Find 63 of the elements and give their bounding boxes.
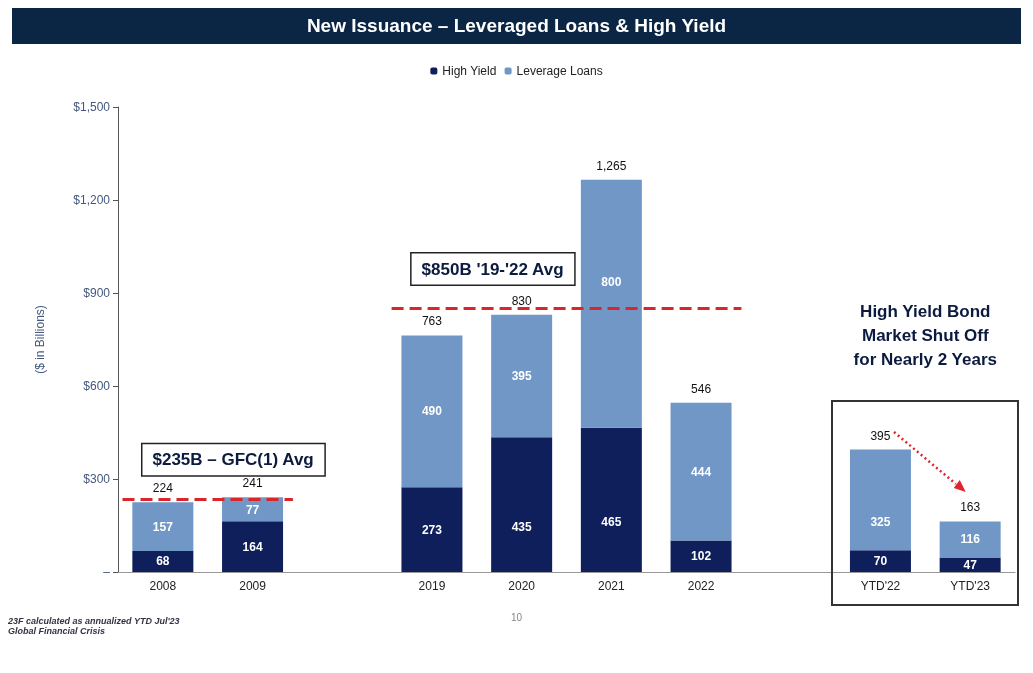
data-label: 47 xyxy=(963,557,978,572)
total-label: 763 xyxy=(421,314,443,329)
x-tick-label: 2022 xyxy=(687,579,715,593)
data-label: 102 xyxy=(691,549,712,564)
bar xyxy=(580,179,642,428)
text: Global Financial Crisis xyxy=(8,626,107,636)
bar xyxy=(849,550,911,572)
total-label: 395 xyxy=(870,428,891,443)
y-tick-label: $1,200 xyxy=(73,193,111,207)
legend-label: High Yield xyxy=(442,64,497,78)
text: 23F calculated as annualized YTD Jul'23 xyxy=(8,616,180,626)
total-label: 830 xyxy=(511,293,532,308)
data-label: 77 xyxy=(245,503,260,518)
ref-line-label: $850B '19-'22 Avg xyxy=(421,259,564,279)
bar xyxy=(222,521,284,572)
bar xyxy=(132,550,194,572)
y-tick-label: $300 xyxy=(83,472,111,486)
total-label: 546 xyxy=(691,381,712,396)
x-tick-label: 2020 xyxy=(508,579,536,593)
x-tick-label: YTD'23 xyxy=(950,579,991,593)
y-axis-title: ($ in Billions) xyxy=(33,305,47,374)
text: 10 xyxy=(510,612,523,623)
data-label: 325 xyxy=(870,514,891,529)
data-label: 273 xyxy=(421,522,443,537)
data-label: 68 xyxy=(156,554,170,569)
x-tick-label: 2008 xyxy=(149,579,177,593)
total-label: 224 xyxy=(152,481,174,496)
bar xyxy=(670,540,732,572)
x-tick-label: 2019 xyxy=(418,579,446,593)
y-tick-label: $1,500 xyxy=(73,100,111,114)
bar xyxy=(132,502,194,551)
bar xyxy=(491,314,553,438)
bar xyxy=(580,427,642,572)
data-label: 435 xyxy=(511,519,532,534)
x-tick-label: 2009 xyxy=(239,579,267,593)
data-label: 70 xyxy=(873,554,888,569)
chart-title: New Issuance – Leveraged Loans & High Yield xyxy=(12,8,1021,44)
data-label: 465 xyxy=(601,514,622,529)
total-label: 1,265 xyxy=(596,158,627,173)
y-tick-label: $900 xyxy=(83,286,111,300)
data-label: 164 xyxy=(242,539,263,554)
data-label: 490 xyxy=(421,404,443,419)
bar xyxy=(491,437,553,572)
data-label: 800 xyxy=(601,274,622,289)
data-label: 157 xyxy=(152,519,174,534)
y-tick-label: $600 xyxy=(83,379,111,393)
x-tick-label: 2021 xyxy=(598,579,626,593)
legend-label: Leverage Loans xyxy=(516,64,603,78)
annotation: High Yield Bond Market Shut Off for Nearly 2 Years xyxy=(852,300,998,371)
bar xyxy=(939,557,1001,572)
bar xyxy=(849,449,911,551)
data-label: 444 xyxy=(691,464,712,479)
data-label: 116 xyxy=(960,532,981,547)
bar xyxy=(401,487,463,572)
bar xyxy=(939,521,1001,558)
y-tick-label: – xyxy=(103,565,111,579)
data-label: 395 xyxy=(511,368,532,383)
bar xyxy=(670,402,732,541)
ref-line-label: $235B – GFC(1) Avg xyxy=(152,450,314,470)
total-label: 241 xyxy=(242,476,263,491)
x-tick-label: YTD'22 xyxy=(860,579,901,593)
total-label: 163 xyxy=(960,500,981,515)
bar xyxy=(401,335,463,488)
